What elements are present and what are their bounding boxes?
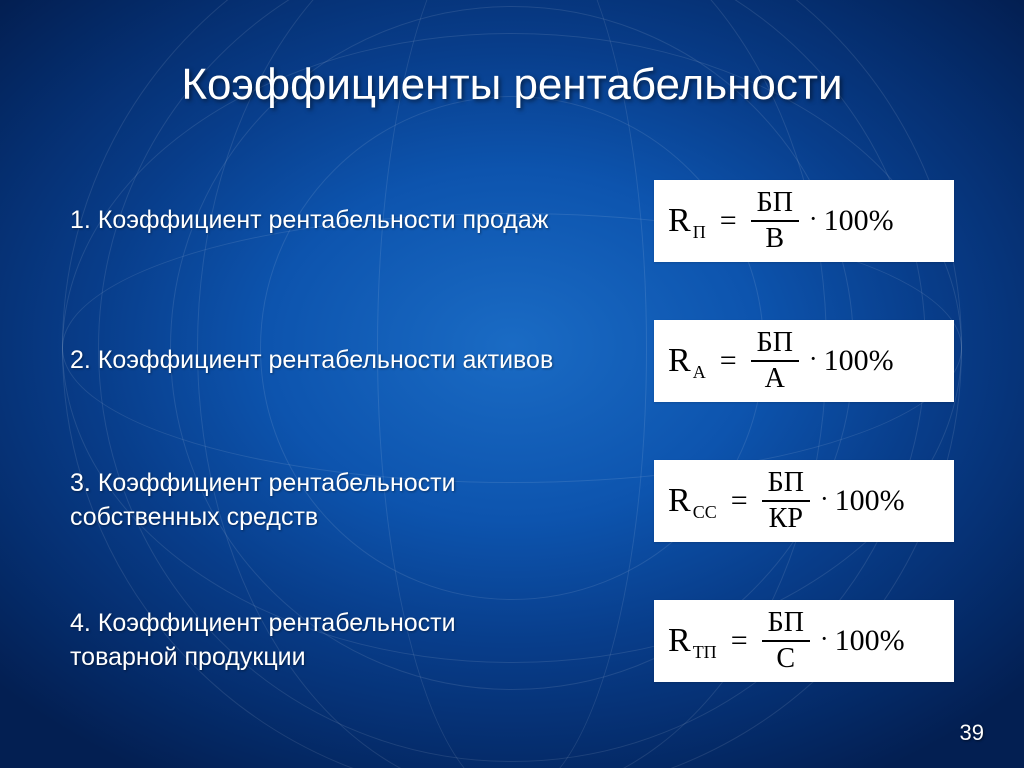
- equals-sign: =: [720, 204, 737, 238]
- item-number: 3.: [70, 469, 91, 497]
- multiply-dot: ·: [809, 344, 818, 374]
- multiply-dot: ·: [820, 484, 829, 514]
- formula-lhs: R СС: [668, 482, 717, 520]
- item-label: 4. Коэффициент рентабельности товарной п…: [70, 607, 560, 675]
- formula-lhs: R П: [668, 202, 706, 240]
- fraction-denominator: С: [770, 643, 801, 675]
- fraction-numerator: БП: [762, 607, 810, 639]
- page-number: 39: [960, 720, 984, 746]
- formula-suffix: 100%: [824, 344, 894, 378]
- item-label: 1. Коэффициент рентабельности продаж: [70, 204, 549, 238]
- list-item: 2. Коэффициент рентабельности активов R …: [70, 320, 954, 402]
- item-text: Коэффициент рентабельности собственных с…: [70, 469, 456, 531]
- item-text: Коэффициент рентабельности товарной прод…: [70, 609, 456, 671]
- formula-subscript: П: [693, 222, 706, 243]
- fraction-denominator: КР: [763, 503, 809, 535]
- fraction-numerator: БП: [762, 467, 810, 499]
- fraction-denominator: В: [759, 223, 790, 255]
- item-number: 2.: [70, 346, 91, 374]
- formula-suffix: 100%: [835, 624, 905, 658]
- equals-sign: =: [720, 344, 737, 378]
- item-number: 1.: [70, 206, 91, 234]
- formula-fraction: БП А: [751, 327, 799, 395]
- item-text: Коэффициент рентабельности активов: [98, 346, 553, 374]
- multiply-dot: ·: [820, 624, 829, 654]
- formula-symbol: R: [668, 342, 691, 380]
- formula-box: R ТП = БП С · 100%: [654, 600, 954, 682]
- formula-symbol: R: [668, 622, 691, 660]
- equals-sign: =: [731, 624, 748, 658]
- item-number: 4.: [70, 609, 91, 637]
- formula-subscript: СС: [693, 502, 717, 523]
- equals-sign: =: [731, 484, 748, 518]
- formula-box: R П = БП В · 100%: [654, 180, 954, 262]
- formula-lhs: R А: [668, 342, 706, 380]
- item-label: 3. Коэффициент рентабельности собственны…: [70, 467, 560, 535]
- formula-symbol: R: [668, 202, 691, 240]
- fraction-numerator: БП: [751, 187, 799, 219]
- list-item: 1. Коэффициент рентабельности продаж R П…: [70, 180, 954, 262]
- formula-suffix: 100%: [824, 204, 894, 238]
- list-item: 4. Коэффициент рентабельности товарной п…: [70, 600, 954, 682]
- formula-suffix: 100%: [835, 484, 905, 518]
- slide-content: Коэффициенты рентабельности 1. Коэффицие…: [0, 0, 1024, 768]
- formula-fraction: БП В: [751, 187, 799, 255]
- formula-lhs: R ТП: [668, 622, 717, 660]
- multiply-dot: ·: [809, 204, 818, 234]
- formula-box: R А = БП А · 100%: [654, 320, 954, 402]
- fraction-denominator: А: [759, 363, 791, 395]
- formula-subscript: А: [693, 362, 706, 383]
- formula-fraction: БП С: [762, 607, 810, 675]
- item-text: Коэффициент рентабельности продаж: [98, 206, 549, 234]
- formula-symbol: R: [668, 482, 691, 520]
- item-label: 2. Коэффициент рентабельности активов: [70, 344, 553, 378]
- slide-title: Коэффициенты рентабельности: [70, 60, 954, 110]
- list-item: 3. Коэффициент рентабельности собственны…: [70, 460, 954, 542]
- formula-subscript: ТП: [693, 642, 717, 663]
- fraction-numerator: БП: [751, 327, 799, 359]
- formula-fraction: БП КР: [762, 467, 810, 535]
- formula-list: 1. Коэффициент рентабельности продаж R П…: [70, 180, 954, 682]
- formula-box: R СС = БП КР · 100%: [654, 460, 954, 542]
